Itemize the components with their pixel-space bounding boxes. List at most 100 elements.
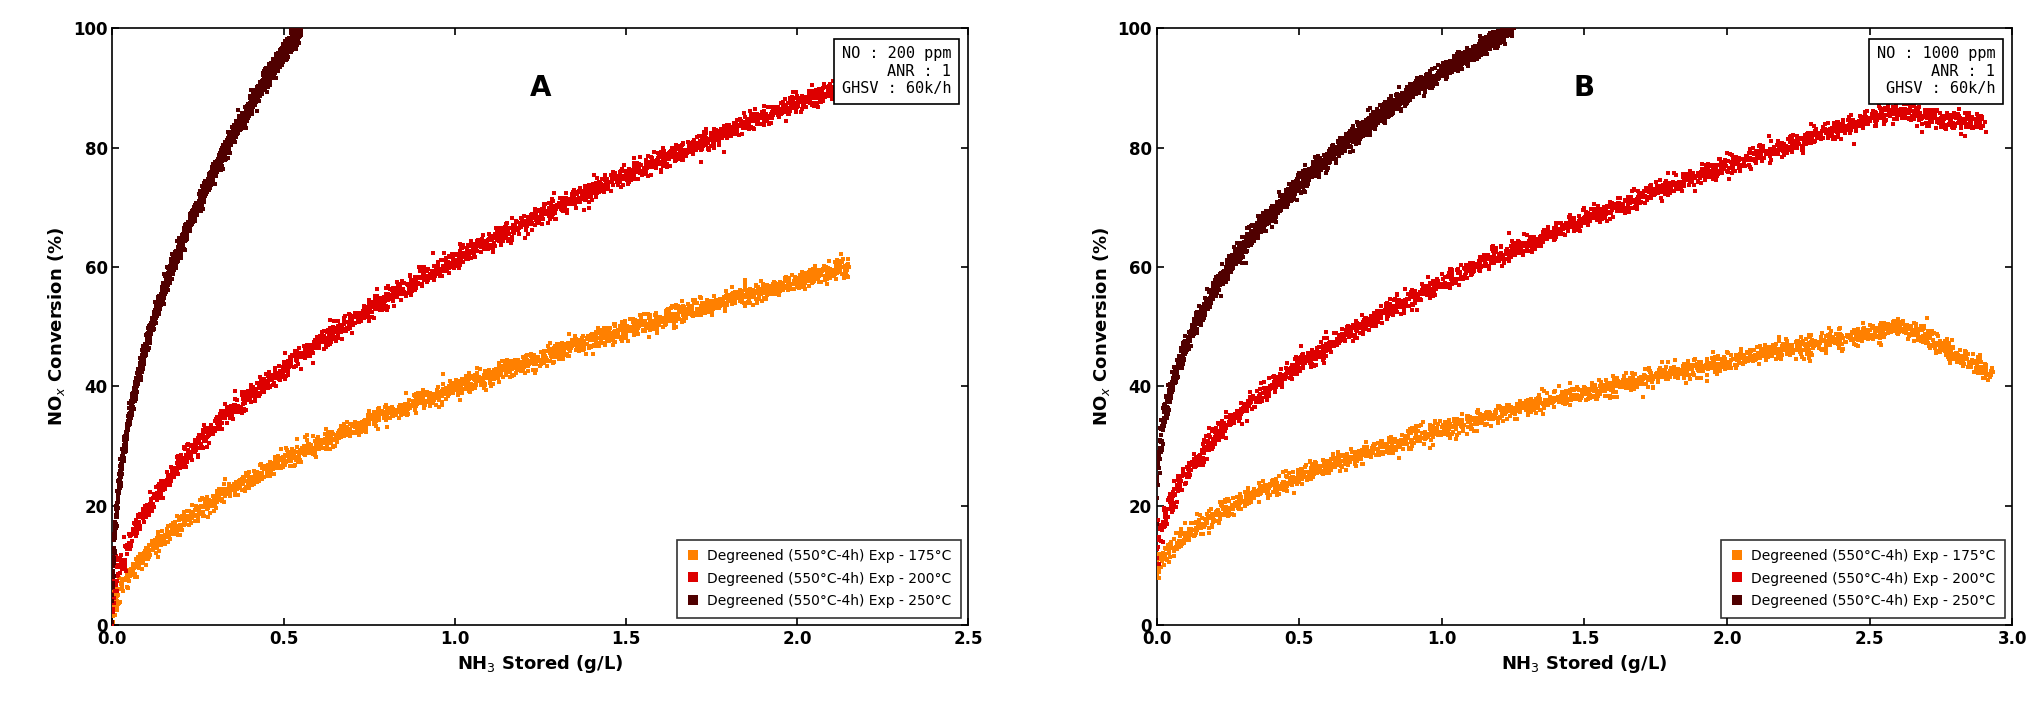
Point [212, 405, 245, 416]
Point [1436, 59, 1469, 70]
Point [257, 62, 290, 74]
Point [1436, 62, 1469, 74]
Point [282, 33, 315, 44]
Point [239, 84, 272, 96]
Point [227, 109, 259, 120]
Point [435, 261, 468, 272]
Point [1495, 244, 1528, 255]
Point [280, 31, 313, 43]
Point [1160, 366, 1193, 378]
Point [129, 547, 161, 559]
Point [1567, 202, 1600, 214]
Point [1391, 94, 1424, 106]
Point [1555, 219, 1587, 230]
Point [1355, 320, 1387, 332]
Point [1291, 173, 1324, 184]
Point [1324, 455, 1357, 466]
Point [421, 261, 454, 272]
Point [791, 92, 823, 104]
Point [1355, 116, 1387, 128]
Point [1232, 488, 1265, 499]
Point [319, 441, 351, 452]
Point [221, 124, 253, 136]
Point [121, 382, 153, 393]
Point [1338, 322, 1371, 334]
Point [1401, 435, 1434, 447]
Point [114, 417, 147, 428]
Point [566, 330, 599, 342]
Point [274, 353, 306, 364]
Point [1422, 72, 1455, 83]
Point [1258, 212, 1291, 224]
Point [137, 501, 170, 513]
Point [417, 270, 449, 281]
Point [1350, 122, 1383, 133]
Point [384, 288, 417, 299]
Point [206, 139, 239, 151]
Point [1352, 115, 1385, 126]
Point [472, 368, 505, 380]
Point [1291, 169, 1324, 180]
Y-axis label: NO$_x$ Conversion (%): NO$_x$ Conversion (%) [1091, 227, 1111, 426]
Point [527, 346, 560, 357]
Point [170, 219, 202, 231]
Point [137, 539, 170, 550]
Point [165, 243, 198, 254]
Point [1495, 241, 1528, 252]
Point [1878, 324, 1910, 336]
Point [1808, 124, 1841, 135]
Point [1485, 35, 1518, 46]
Point [1904, 335, 1937, 346]
Point [208, 146, 241, 157]
Point [1925, 344, 1957, 356]
Point [431, 388, 464, 399]
Point [1269, 470, 1301, 481]
Point [1330, 464, 1363, 475]
Point [474, 239, 507, 251]
Point [821, 87, 854, 98]
Point [725, 293, 758, 305]
Point [1222, 405, 1254, 416]
Point [1516, 403, 1549, 414]
Point [644, 157, 676, 168]
Point [1735, 350, 1767, 361]
Point [1463, 51, 1495, 62]
Point [552, 193, 584, 204]
Point [1346, 116, 1379, 128]
Point [615, 174, 648, 185]
Point [192, 180, 225, 191]
Point [1616, 382, 1649, 393]
Point [1265, 479, 1297, 490]
Point [1224, 248, 1256, 260]
Point [621, 166, 654, 178]
Point [1387, 95, 1420, 106]
Point [165, 513, 198, 525]
Point [400, 400, 433, 412]
Point [454, 252, 486, 263]
Point [388, 405, 421, 416]
Point [112, 420, 145, 431]
Point [1802, 132, 1835, 143]
Point [695, 128, 727, 139]
Point [1469, 43, 1502, 55]
Point [1743, 351, 1775, 362]
Point [1863, 337, 1896, 349]
Point [823, 262, 856, 273]
Point [1338, 450, 1371, 462]
Point [580, 178, 613, 189]
Point [153, 520, 186, 532]
Point [192, 496, 225, 508]
Point [200, 160, 233, 172]
Point [1495, 31, 1528, 42]
Point [1455, 263, 1487, 275]
Point [123, 523, 155, 535]
Point [302, 441, 335, 452]
Point [157, 466, 190, 478]
Point [470, 366, 503, 377]
Point [1154, 496, 1187, 508]
Point [1263, 470, 1295, 481]
Point [789, 277, 821, 288]
Point [1573, 212, 1606, 223]
Point [1377, 447, 1410, 459]
Point [212, 138, 245, 150]
